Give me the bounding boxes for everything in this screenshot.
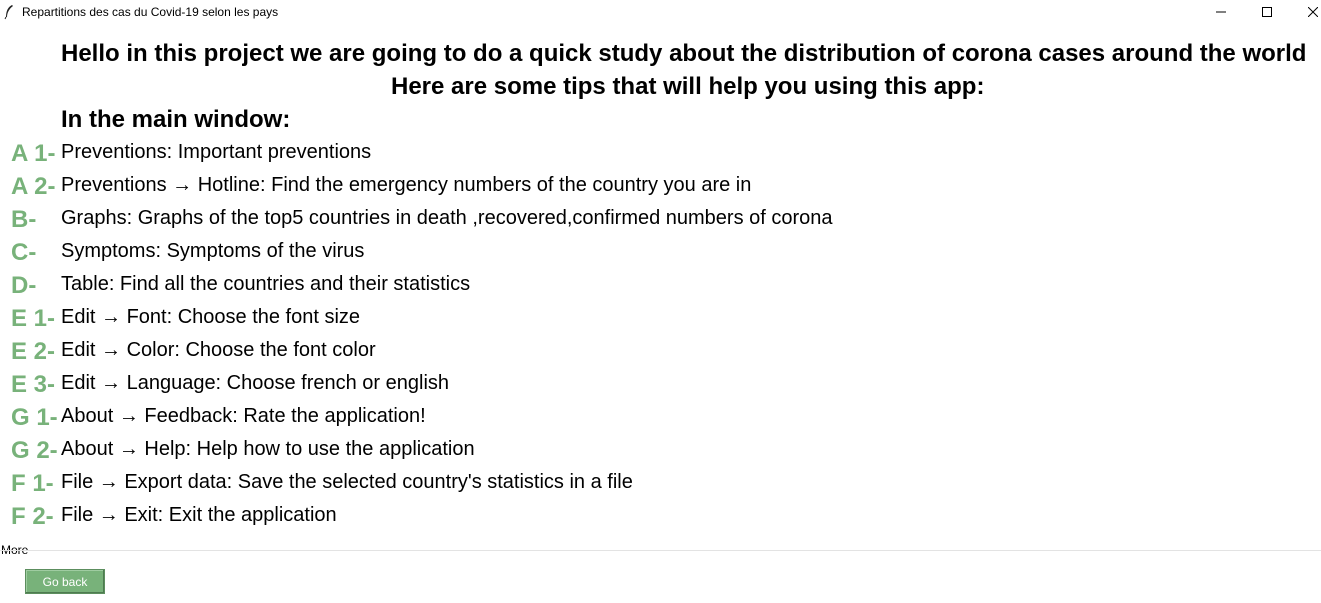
tip-letter: A 1-: [11, 140, 56, 167]
maximize-button[interactable]: [1244, 0, 1290, 24]
tip-letter: E 2-: [11, 338, 56, 365]
tips-intro-heading: Here are some tips that will help you us…: [391, 73, 985, 100]
tip-item: B- Graphs: Graphs of the top5 countries …: [0, 206, 1000, 239]
tip-item: F 1- File → Export data: Save the select…: [0, 470, 1000, 503]
tip-item: G 1- About → Feedback: Rate the applicat…: [0, 404, 1000, 437]
tip-text: Symptoms: Symptoms of the virus: [61, 240, 365, 262]
window-title: Repartitions des cas du Covid-19 selon l…: [22, 5, 279, 19]
main-window-heading: In the main window:: [61, 106, 291, 133]
tip-item: D- Table: Find all the countries and the…: [0, 272, 1000, 305]
feather-icon: [4, 4, 14, 20]
tip-item: F 2- File → Exit: Exit the application: [0, 503, 1000, 536]
tip-item: A 2- Preventions → Hotline: Find the eme…: [0, 173, 1000, 206]
tip-letter: C-: [11, 239, 37, 266]
tip-letter: A 2-: [11, 173, 56, 200]
tip-text: About → Help: Help how to use the applic…: [61, 438, 475, 460]
tip-letter: F 1-: [11, 470, 54, 497]
intro-heading: Hello in this project we are going to do…: [61, 40, 1307, 67]
minimize-button[interactable]: [1198, 0, 1244, 24]
close-icon: [1308, 7, 1318, 17]
tip-text: Preventions: Important preventions: [61, 141, 372, 163]
tip-text: Edit → Font: Choose the font size: [61, 306, 361, 328]
tip-item: E 3- Edit → Language: Choose french or e…: [0, 371, 1000, 404]
tip-text: Edit → Language: Choose french or englis…: [61, 372, 450, 394]
tip-item: E 1- Edit → Font: Choose the font size: [0, 305, 1000, 338]
tip-item: A 1- Preventions: Important preventions: [0, 140, 1000, 173]
tip-letter: E 1-: [11, 305, 56, 332]
close-button[interactable]: [1290, 0, 1321, 24]
tip-text: File → Export data: Save the selected co…: [61, 471, 633, 493]
separator: [0, 550, 1321, 551]
tip-item: C- Symptoms: Symptoms of the virus: [0, 239, 1000, 272]
tip-letter: B-: [11, 206, 37, 233]
tip-text: File → Exit: Exit the application: [61, 504, 337, 526]
tip-text: Preventions → Hotline: Find the emergenc…: [61, 174, 752, 196]
tip-letter: D-: [11, 272, 37, 299]
tip-text: About → Feedback: Rate the application!: [61, 405, 426, 427]
tip-text: Table: Find all the countries and their …: [61, 273, 471, 295]
tip-item: E 2- Edit → Color: Choose the font color: [0, 338, 1000, 371]
tip-item: G 2- About → Help: Help how to use the a…: [0, 437, 1000, 470]
minimize-icon: [1216, 11, 1226, 13]
tip-letter: G 2-: [11, 437, 58, 464]
maximize-icon: [1262, 7, 1272, 17]
tip-letter: G 1-: [11, 404, 58, 431]
tip-letter: E 3-: [11, 371, 56, 398]
tip-letter: F 2-: [11, 503, 54, 530]
title-bar: Repartitions des cas du Covid-19 selon l…: [0, 0, 1321, 24]
go-back-button[interactable]: Go back: [25, 569, 105, 594]
tip-text: Edit → Color: Choose the font color: [61, 339, 376, 361]
tip-text: Graphs: Graphs of the top5 countries in …: [61, 207, 833, 229]
